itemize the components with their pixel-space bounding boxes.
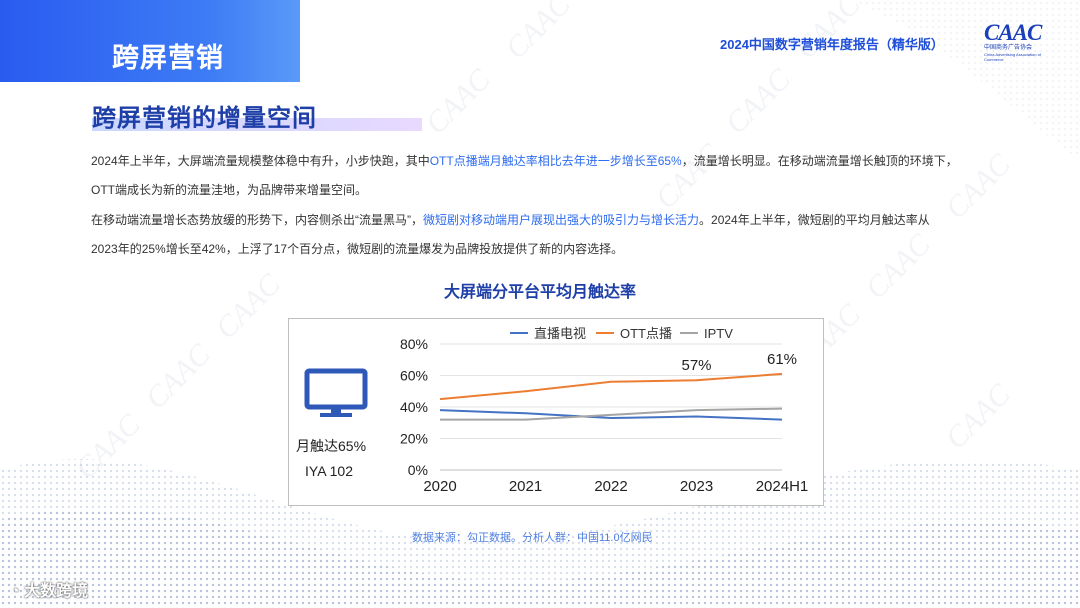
logo-subtitle: 中国商务广告协会	[984, 45, 1033, 51]
paragraph-1-line-2: OTT端成长为新的流量洼地，为品牌带来增量空间。	[91, 183, 367, 197]
paragraph-2-line-2: 2023年的25%增长至42%，上浮了17个百分点，微短剧的流量爆发为品牌投放提…	[91, 242, 624, 256]
brand-logo-icon: ◔	[10, 583, 20, 600]
footer-brand: ◔ 大数跨境	[10, 577, 88, 601]
brand-name: 大数跨境	[24, 583, 89, 600]
heading-underline	[92, 118, 422, 131]
highlight-text: 微短剧对移动端用户展现出强大的吸引力与增长活力	[423, 213, 700, 227]
highlight-text: OTT点播端月触达率相比去年进一步增长至65%	[429, 154, 682, 168]
paragraph-2-line-1: 在移动端流量增长态势放缓的形势下，内容侧杀出“流量黑马”，微短剧对移动端用户展现…	[91, 212, 930, 228]
tv-icon	[304, 368, 368, 417]
text: 2024年上半年，大屏端流量规模整体稳中有升，小步快跑，其中	[91, 154, 430, 168]
chart-title: 大屏端分平台平均月触达率	[443, 284, 636, 301]
section-heading-block: 跨屏营销的增量空间	[92, 98, 422, 133]
header-banner	[0, 0, 300, 82]
paragraph-1-line-1: 2024年上半年，大屏端流量规模整体稳中有升，小步快跑，其中OTT点播端月触达率…	[91, 153, 958, 169]
text: ，流量增长明显。在移动端流量增长触顶的环境下，	[681, 154, 958, 168]
monthly-reach-label: 月触达65%	[296, 438, 367, 454]
report-title: 2024中国数字营销年度报告（精华版）	[720, 37, 944, 52]
section-heading: 跨屏营销的增量空间	[92, 105, 317, 132]
iya-label: IYA 102	[305, 463, 354, 479]
text: 。2024年上半年，微短剧的平均月触达率从	[699, 213, 930, 227]
logo-subtitle-en: China Advertising Association of Commerc…	[984, 52, 1041, 62]
logo-text: CAAC	[984, 20, 1042, 45]
page-title: 跨屏营销	[112, 43, 224, 73]
data-source-note: 数据来源：勾正数据。分析人群：中国11.0亿网民	[412, 532, 653, 544]
text: 在移动端流量增长态势放缓的形势下，内容侧杀出“流量黑马”，	[91, 213, 423, 227]
chart-frame	[288, 318, 824, 506]
caac-logo: CAAC 中国商务广告协会 China Advertising Associat…	[984, 20, 1056, 62]
